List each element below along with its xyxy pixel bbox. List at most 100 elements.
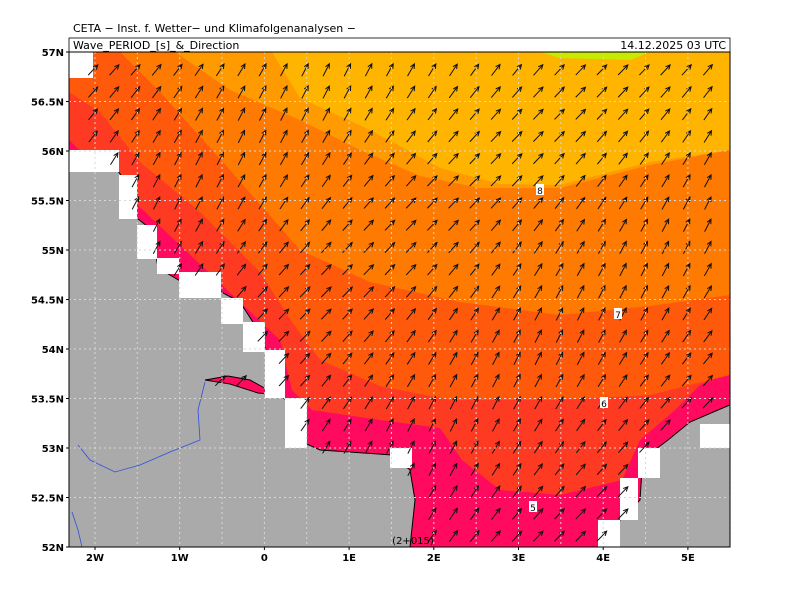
arrow — [703, 107, 713, 121]
arrow — [639, 174, 649, 188]
arrow — [174, 151, 182, 166]
arrow — [364, 85, 373, 99]
arrow — [660, 86, 671, 98]
band-green — [540, 52, 650, 60]
arrow — [619, 329, 627, 343]
arrow — [470, 484, 480, 498]
arrow — [554, 508, 565, 520]
arrow — [258, 107, 267, 121]
arrow — [661, 262, 670, 277]
arrow — [258, 62, 267, 77]
arrow — [321, 418, 331, 432]
arrow — [322, 84, 330, 99]
arrow — [702, 352, 713, 365]
lat-label: 53N — [42, 444, 64, 455]
arrow — [704, 173, 712, 188]
arrow — [596, 108, 608, 120]
arrow — [342, 374, 353, 387]
arrow — [215, 263, 225, 276]
arrow — [513, 307, 521, 321]
arrow — [470, 329, 479, 343]
arrow — [681, 352, 692, 365]
arrows — [87, 62, 714, 543]
arrow — [280, 107, 288, 121]
arrow — [512, 219, 523, 232]
arrow — [575, 86, 587, 98]
arrow — [131, 173, 140, 188]
arrow — [618, 174, 628, 188]
arrow — [661, 174, 670, 188]
arrow — [597, 418, 607, 432]
arrow — [406, 152, 417, 165]
lon-label: 2W — [86, 553, 104, 564]
arrow — [363, 219, 375, 231]
arrow — [278, 374, 290, 387]
arrow — [702, 374, 714, 387]
arrow — [321, 352, 332, 365]
arrow — [534, 418, 543, 432]
arrow — [426, 219, 438, 231]
arrow — [682, 173, 691, 188]
arrow — [491, 307, 500, 321]
lat-label: 54.5N — [31, 296, 64, 307]
arrow — [596, 508, 608, 520]
lat-label: 53.5N — [31, 395, 64, 406]
arrow — [512, 263, 522, 276]
arrow — [173, 107, 183, 121]
arrow — [661, 196, 670, 210]
arrow — [491, 440, 500, 454]
arrow — [490, 219, 502, 232]
arrow — [470, 440, 479, 454]
arrow — [660, 396, 671, 409]
arrow — [301, 129, 309, 143]
arrow — [534, 307, 543, 321]
arrow — [619, 284, 627, 299]
arrow — [405, 241, 417, 253]
lat-label: 56N — [42, 147, 64, 158]
arrow — [343, 418, 352, 432]
arrow — [427, 85, 437, 99]
arrow — [617, 441, 629, 453]
arrow — [278, 308, 290, 320]
arrow — [491, 329, 500, 343]
arrow — [152, 129, 161, 143]
arrow — [152, 85, 162, 99]
arrow — [322, 62, 330, 77]
arrow — [301, 107, 309, 121]
arrow — [343, 152, 352, 165]
arrow — [279, 151, 288, 166]
arrow — [533, 196, 544, 209]
arrow — [342, 352, 353, 365]
arrow — [343, 396, 352, 410]
arrow — [448, 130, 459, 143]
arrow — [258, 173, 267, 188]
arrow — [343, 107, 352, 121]
arrow — [301, 151, 310, 166]
arrow — [617, 108, 629, 120]
arrow — [321, 330, 332, 342]
arrow — [428, 507, 437, 521]
arrow — [490, 108, 502, 120]
contour-label: 7 — [615, 311, 621, 321]
arrow — [661, 240, 670, 255]
arrow — [194, 63, 204, 77]
arrow — [322, 129, 331, 143]
arrow — [704, 240, 712, 255]
arrow — [130, 63, 141, 76]
arrow — [279, 196, 289, 210]
lat-label: 57N — [42, 48, 64, 59]
arrow — [237, 107, 246, 121]
arrow — [555, 306, 564, 321]
arrow — [364, 418, 373, 432]
contour-label-box — [536, 184, 544, 195]
arrow — [237, 85, 246, 99]
arrow — [279, 218, 289, 232]
arrow — [533, 240, 543, 254]
arrow — [661, 284, 670, 299]
arrow — [575, 530, 587, 542]
arrow — [131, 129, 140, 143]
arrow — [407, 417, 415, 432]
arrow — [320, 286, 332, 298]
arrow — [300, 196, 310, 210]
arrow — [278, 286, 290, 298]
